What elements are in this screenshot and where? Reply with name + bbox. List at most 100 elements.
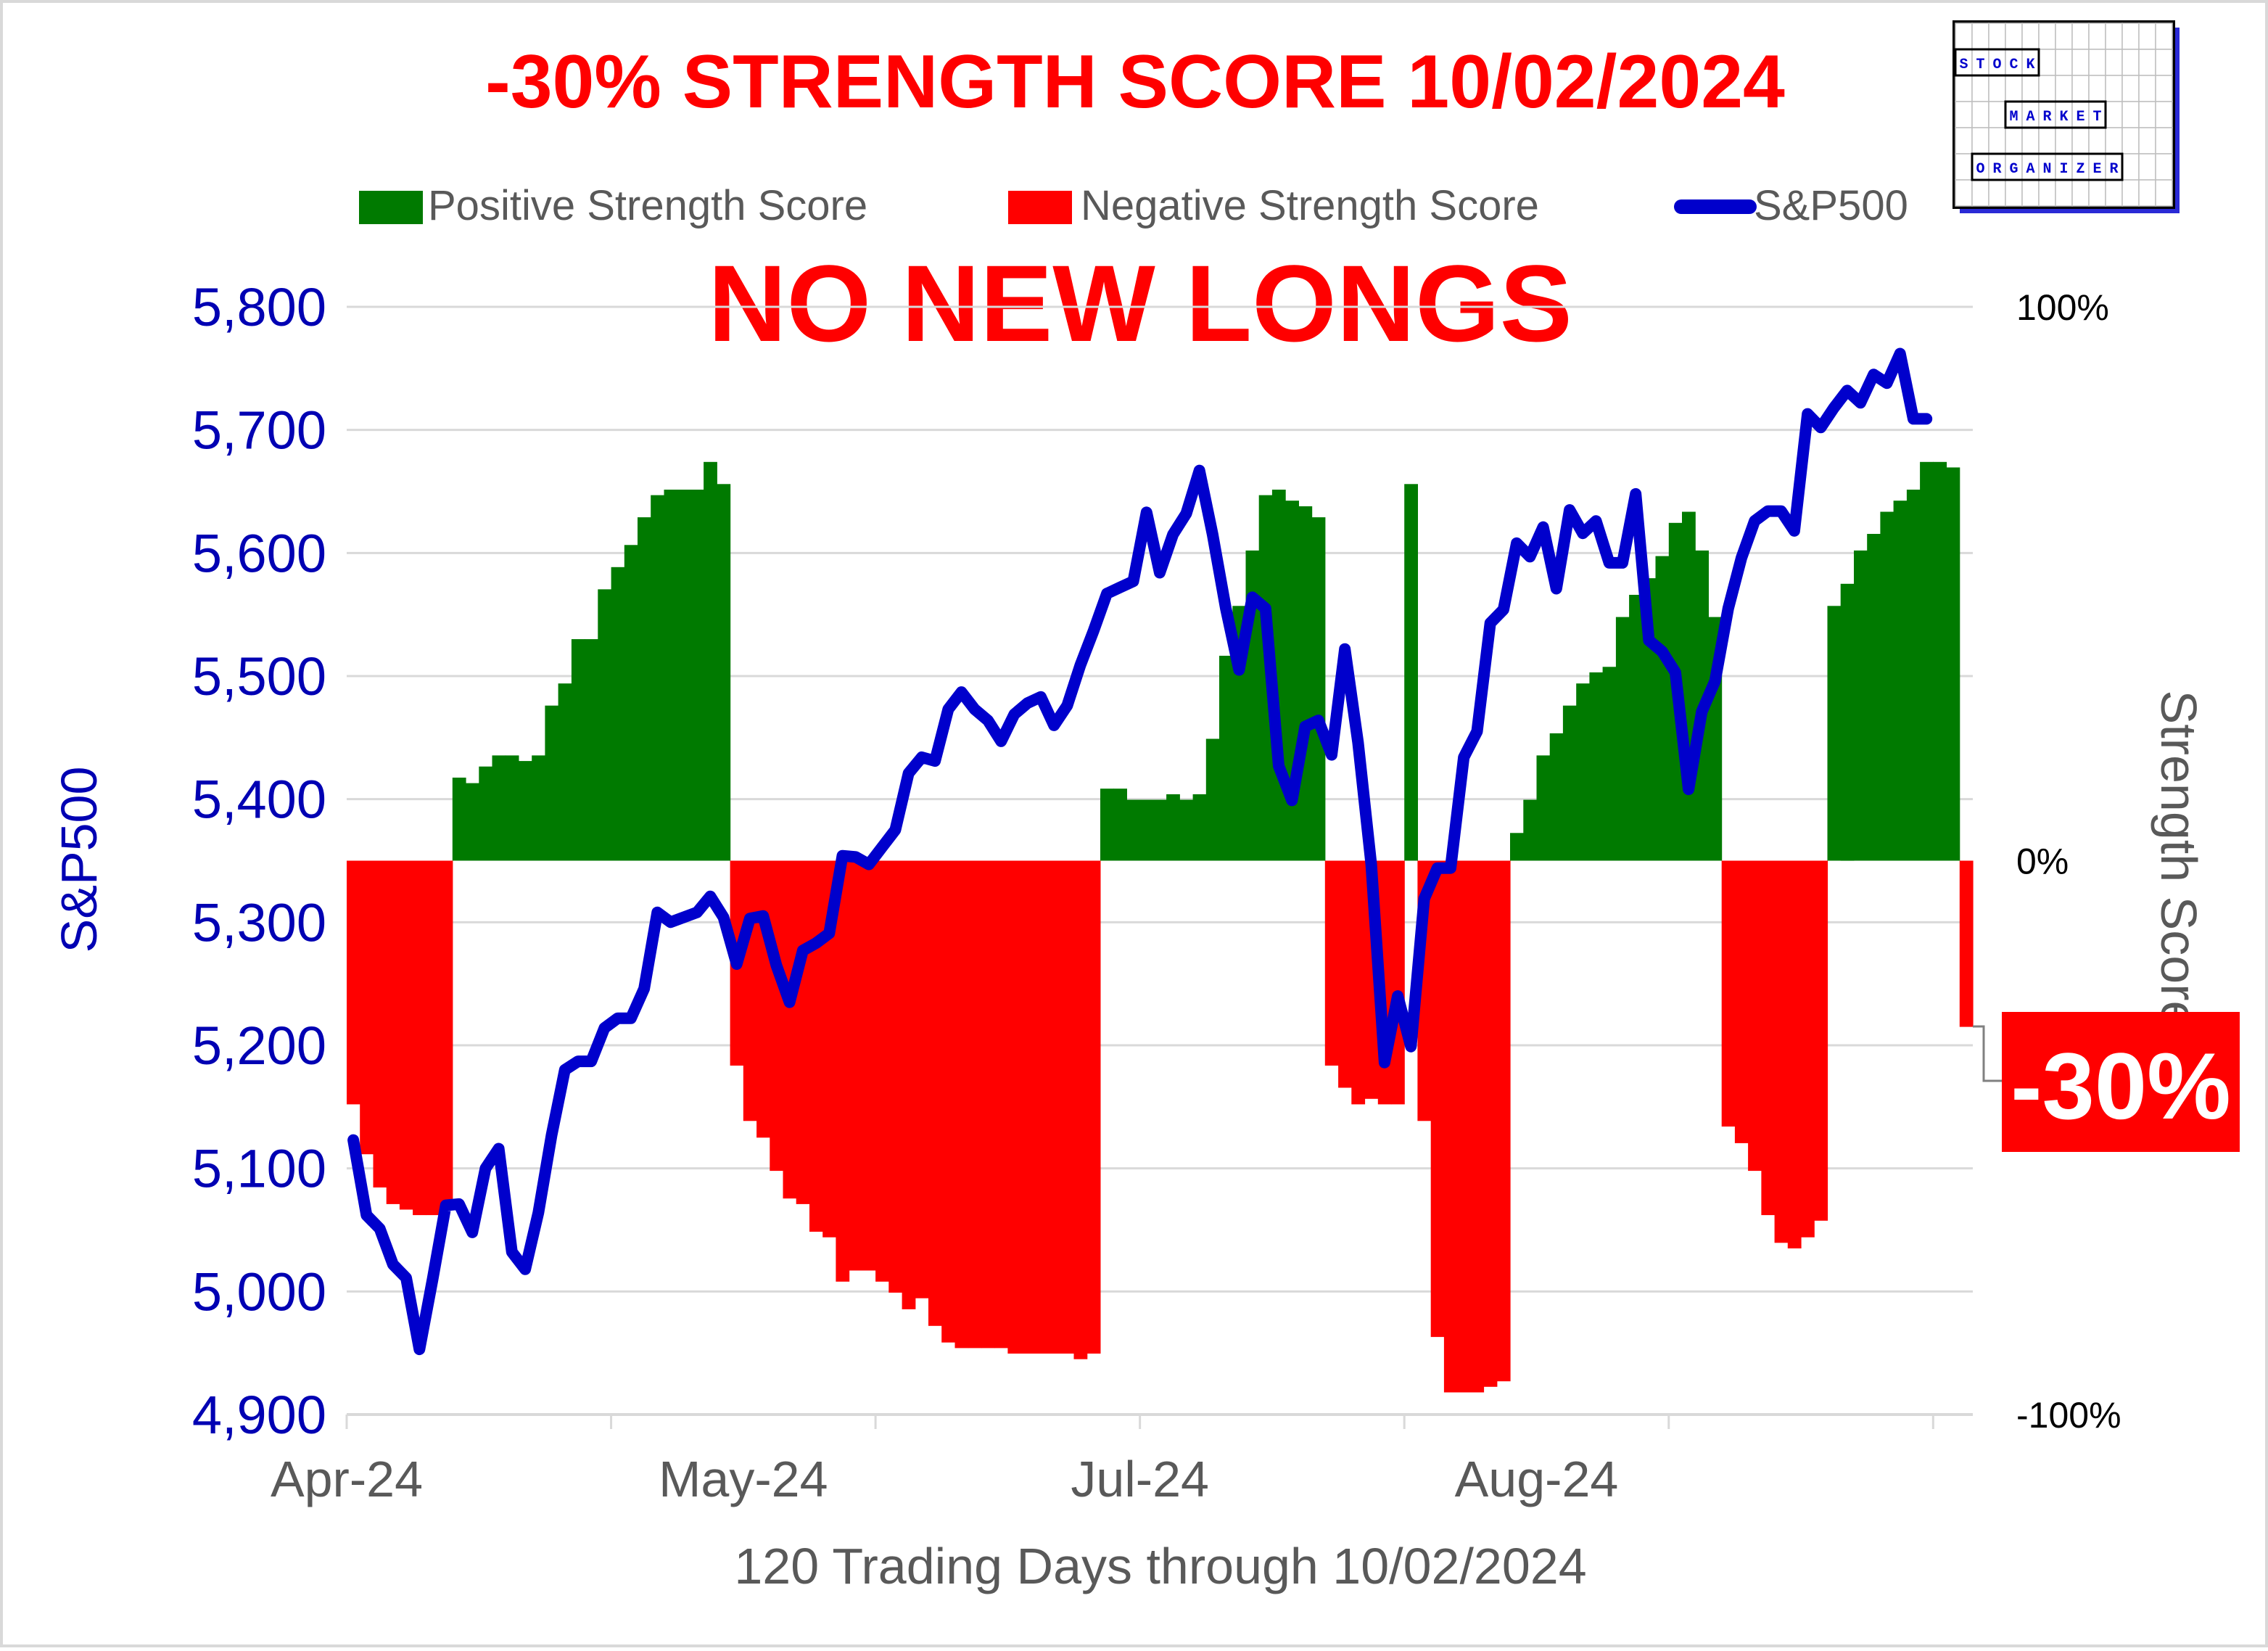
logo-letter: G: [2009, 161, 2018, 178]
strength-bar: [1893, 501, 1908, 861]
logo-letter: R: [1992, 161, 2001, 178]
strength-bar: [1734, 860, 1749, 1143]
logo-cell: [1955, 179, 1973, 207]
logo-cell: [1988, 127, 2006, 155]
strength-bar: [1801, 860, 1815, 1238]
strength-bar: [1721, 860, 1736, 1127]
strength-bar: [1404, 484, 1418, 861]
x-axis-ticks: Apr-24 May-24 Jul-24 Aug-24: [271, 1415, 1934, 1507]
latest-value-label: -30%: [2011, 1033, 2230, 1139]
logo-letter: O: [1992, 57, 2001, 73]
logo-cell: [2138, 22, 2156, 50]
logo-cell: [2038, 179, 2056, 207]
strength-bar: [1034, 860, 1048, 1354]
right-tick-label: 100%: [2016, 287, 2109, 328]
strength-bar: [1113, 789, 1127, 861]
logo-cell: [2121, 179, 2140, 207]
logo-letter: A: [2026, 109, 2034, 125]
logo-cell: [2055, 127, 2073, 155]
logo-cell: [2105, 127, 2123, 155]
logo-cell: [2121, 49, 2140, 76]
strength-bar: [1510, 833, 1524, 861]
strength-bar: [1854, 550, 1868, 861]
left-tick-label: 5,000: [192, 1261, 326, 1322]
strength-bar: [1457, 860, 1471, 1393]
strength-bar: [1351, 860, 1366, 1105]
logo-letter: I: [2059, 161, 2068, 178]
logo-cell: [2055, 179, 2073, 207]
logo-letter: A: [2026, 161, 2034, 178]
logo-cell: [2155, 153, 2173, 181]
logo-cell: [2121, 101, 2140, 128]
logo-letter: R: [2109, 161, 2118, 178]
logo-word-box: [1954, 48, 2040, 77]
logo-cell: [2105, 22, 2123, 50]
strength-bar: [492, 755, 506, 861]
strength-bar: [849, 860, 863, 1271]
strength-bar: [413, 860, 426, 1216]
logo-cell: [2121, 75, 2140, 102]
logo-cell: [2088, 179, 2106, 207]
logo-cell: [1955, 22, 1973, 50]
logo-word-box: [2004, 100, 2107, 129]
strength-bar: [466, 783, 479, 861]
logo-cell: [2155, 127, 2173, 155]
strength-bar: [519, 761, 532, 861]
strength-bar: [1443, 860, 1458, 1393]
strength-bar: [954, 860, 969, 1349]
strength-bar: [994, 860, 1008, 1349]
logo-cell: [2021, 127, 2040, 155]
strength-bar: [1840, 583, 1855, 861]
strength-bar: [968, 860, 982, 1349]
strength-bar: [545, 705, 559, 861]
strength-bar: [783, 860, 797, 1199]
logo-cell: [2055, 49, 2073, 76]
strength-bar: [1615, 617, 1630, 861]
strength-bar: [638, 517, 651, 861]
logo-letter: T: [1976, 57, 1984, 73]
logo-cell: [2105, 49, 2123, 76]
left-tick-label: 5,200: [192, 1016, 326, 1076]
strength-bar: [1338, 860, 1352, 1088]
strength-bar: [796, 860, 810, 1204]
legend-positive-swatch: [359, 191, 423, 224]
strength-bar: [1946, 467, 1960, 861]
logo-cell: [2021, 22, 2040, 50]
strength-bar: [386, 860, 400, 1204]
legend-negative-label: Negative Strength Score: [1081, 182, 1539, 229]
logo-cell: [1971, 179, 1989, 207]
strength-bar: [360, 860, 374, 1155]
x-tick-label: Aug-24: [1455, 1451, 1619, 1507]
legend-sp500-label: S&P500: [1754, 182, 1908, 229]
chart-title: -30% STRENGTH SCORE 10/02/2024: [485, 40, 1785, 124]
strength-bar: [1047, 860, 1061, 1354]
strength-bar: [1496, 860, 1511, 1382]
strength-bar: [1219, 656, 1233, 861]
strength-bar: [1483, 860, 1498, 1387]
strength-bar: [1602, 667, 1617, 861]
logo-cell: [2005, 127, 2023, 155]
logo-cell: [2021, 179, 2040, 207]
logo-cell: [2071, 22, 2090, 50]
right-axis-title: Strength Score: [2151, 691, 2207, 1029]
logo-cell: [2155, 179, 2173, 207]
strength-bar: [532, 755, 545, 861]
strength-bar: [373, 860, 387, 1187]
logo-cell: [2038, 49, 2056, 76]
logo-cell: [2138, 101, 2156, 128]
strength-bar: [1298, 506, 1313, 861]
right-tick-label: -100%: [2016, 1395, 2121, 1436]
logo-letter: Z: [2076, 161, 2085, 178]
strength-bar: [399, 860, 413, 1210]
logo-cell: [2055, 75, 2073, 102]
logo-cell: [2105, 75, 2123, 102]
logo-cell: [2155, 49, 2173, 76]
strength-bar: [888, 860, 903, 1293]
logo-cell: [1971, 101, 1989, 128]
logo-letter: E: [2076, 109, 2085, 125]
left-tick-label: 5,400: [192, 770, 326, 830]
strength-bar: [1920, 461, 1934, 861]
logo-cell: [1988, 22, 2006, 50]
strength-bar: [1682, 511, 1696, 861]
